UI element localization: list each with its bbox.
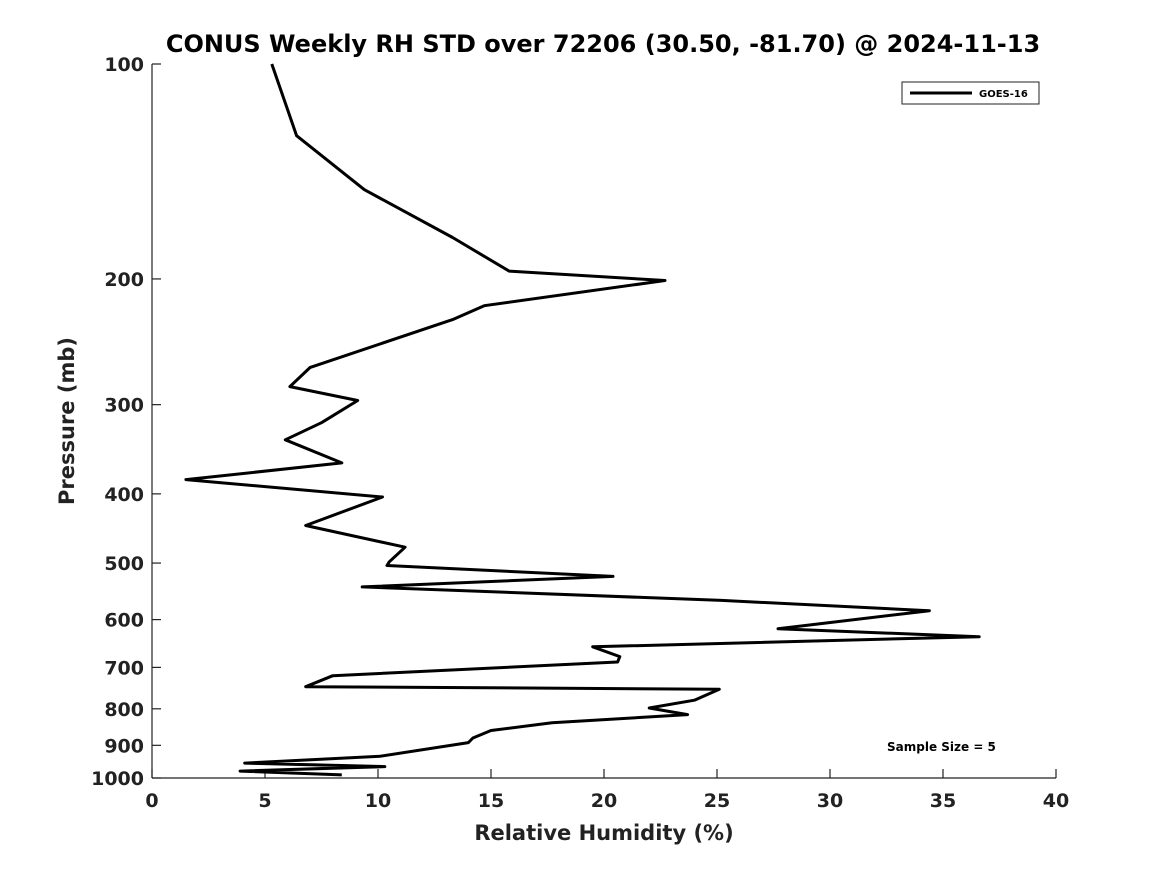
y-tick-label: 600 xyxy=(104,610,144,632)
y-axis-label: Pressure (mb) xyxy=(55,337,79,505)
chart-title: CONUS Weekly RH STD over 72206 (30.50, -… xyxy=(166,30,1040,58)
plot-area: 0 5 10 15 20 25 30 35 40 100 200 300 400 500 600 700 80… xyxy=(91,54,1069,812)
legend-label-goes-16: GOES-16 xyxy=(979,89,1028,100)
x-axis-label: Relative Humidity (%) xyxy=(474,821,733,845)
x-tick-label: 35 xyxy=(930,790,956,812)
y-tick-label: 900 xyxy=(104,735,144,757)
legend: GOES-16 xyxy=(901,81,1040,105)
series-line-goes-16 xyxy=(184,63,981,777)
y-tick-label: 300 xyxy=(104,395,144,417)
series-layer xyxy=(184,63,981,777)
x-tick-label: 5 xyxy=(258,790,271,812)
x-tick-label: 30 xyxy=(817,790,843,812)
x-tick-label: 15 xyxy=(478,790,504,812)
y-tick-label: 800 xyxy=(104,699,144,721)
y-tick-label: 100 xyxy=(104,54,144,76)
x-tick-label: 40 xyxy=(1043,790,1069,812)
x-ticks: 0 5 10 15 20 25 30 35 40 xyxy=(145,769,1069,812)
y-tick-label: 400 xyxy=(104,484,144,506)
x-tick-label: 10 xyxy=(365,790,391,812)
x-tick-label: 0 xyxy=(145,790,158,812)
x-tick-label: 25 xyxy=(704,790,730,812)
x-tick-label: 20 xyxy=(591,790,617,812)
sample-size-annotation: Sample Size = 5 xyxy=(887,740,996,754)
y-tick-label: 200 xyxy=(104,269,144,291)
y-tick-label: 700 xyxy=(104,657,144,679)
y-tick-label: 1000 xyxy=(91,768,144,790)
y-ticks: 100 200 300 400 500 600 700 800 900 1000 xyxy=(91,54,161,790)
y-tick-label: 500 xyxy=(104,553,144,575)
